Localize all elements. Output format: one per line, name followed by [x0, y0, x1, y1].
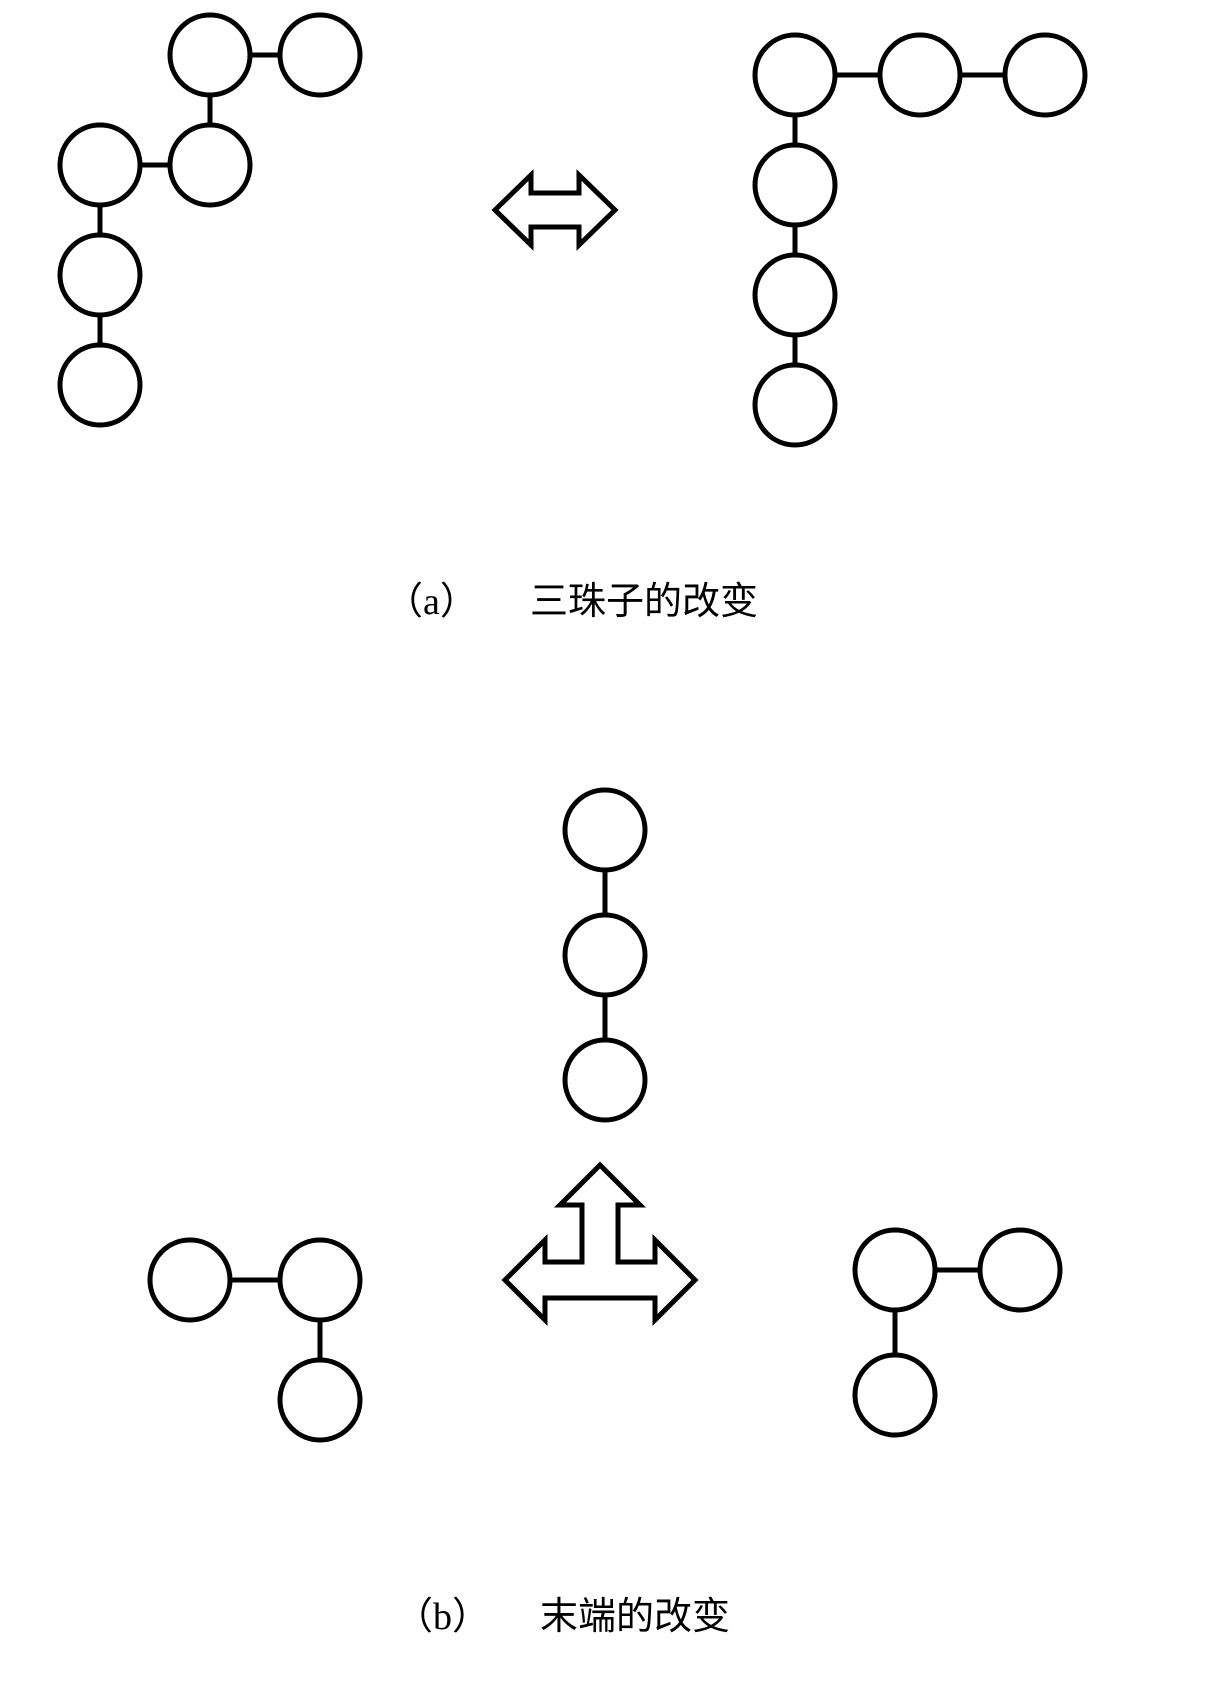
node: [755, 255, 835, 335]
panel-a-text: 三珠子的改变: [530, 570, 758, 625]
node: [855, 1355, 935, 1435]
node: [755, 35, 835, 115]
panel-a-right-graph: [755, 35, 1085, 445]
node: [565, 915, 645, 995]
node: [980, 1230, 1060, 1310]
node: [60, 345, 140, 425]
panel-b-label: （b）: [395, 1585, 490, 1640]
panel-b-right-graph: [855, 1230, 1060, 1435]
node: [565, 790, 645, 870]
panel-b-left-graph: [150, 1240, 360, 1440]
node: [855, 1230, 935, 1310]
panel-b-top-graph: [565, 790, 645, 1120]
node: [170, 15, 250, 95]
node: [170, 125, 250, 205]
panel-a-label: （a）: [385, 570, 478, 625]
node: [150, 1240, 230, 1320]
node: [280, 1360, 360, 1440]
node: [880, 35, 960, 115]
node: [1005, 35, 1085, 115]
double-arrow-icon: [495, 175, 615, 245]
panel-b-text: 末端的改变: [540, 1585, 730, 1640]
diagram-canvas: [0, 0, 1227, 1684]
panel-a-left-graph: [60, 15, 360, 425]
node: [280, 15, 360, 95]
node: [755, 365, 835, 445]
triple-arrow-icon: [505, 1165, 695, 1320]
node: [60, 235, 140, 315]
node: [565, 1040, 645, 1120]
node: [60, 125, 140, 205]
node: [280, 1240, 360, 1320]
node: [755, 145, 835, 225]
